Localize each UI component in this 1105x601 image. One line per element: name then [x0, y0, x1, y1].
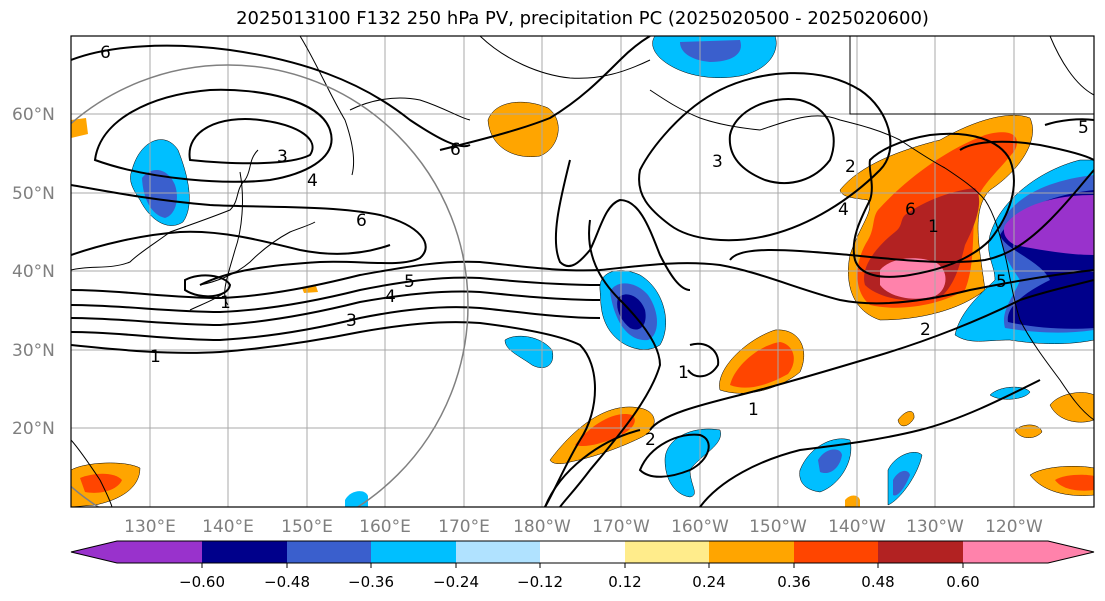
lat-label: 20°N [12, 419, 55, 439]
contour-label: 2 [645, 430, 656, 450]
colorbar-segments [71, 541, 1094, 563]
precip-pos-sc-core [575, 414, 635, 447]
map-panel [71, 36, 1094, 507]
contour-label: 2 [845, 157, 856, 177]
precip-pos-se4 [897, 411, 915, 427]
colorbar-outline [70, 540, 1095, 564]
lon-label: 150°W [749, 517, 807, 537]
contour-label: 3 [346, 311, 357, 331]
lat-label: 60°N [12, 105, 55, 125]
colorbar-label: 0.24 [692, 573, 725, 591]
lon-label: 130°E [124, 517, 176, 537]
colorbar-segment [540, 541, 625, 563]
colorbar-segment [287, 541, 371, 563]
precip-neg-small [504, 335, 554, 368]
contour-label: 5 [996, 272, 1007, 292]
lon-label: 160°E [359, 517, 411, 537]
colorbar-segment [625, 541, 709, 563]
colorbar-segment [117, 541, 202, 563]
colorbar-segment [202, 541, 287, 563]
contour-label: 5 [404, 272, 415, 292]
precip-shading [71, 36, 1094, 507]
colorbar-label: −0.24 [433, 573, 479, 591]
colorbar-ticks [201, 563, 964, 568]
contour-label: 2 [920, 320, 931, 340]
precip-neg-se2-core [893, 470, 910, 496]
lon-label: 170°E [438, 517, 490, 537]
contour-label: 5 [1078, 118, 1089, 138]
coastlines [71, 36, 1094, 507]
contour-label: 1 [150, 347, 161, 367]
lon-label: 160°W [671, 517, 729, 537]
colorbar: −0.60 −0.48 −0.36 −0.24 −0.12 0.12 0.24 … [70, 540, 1095, 591]
map-frame [70, 35, 1095, 508]
precip-pos-bl-core [80, 473, 122, 493]
colorbar-segment [878, 541, 963, 563]
colorbar-extend-min [71, 541, 117, 563]
lon-label: 140°E [202, 517, 254, 537]
contour-label: 1 [220, 293, 231, 313]
colorbar-label: 0.12 [608, 573, 641, 591]
precip-pos-se2-core [1055, 474, 1094, 491]
colorbar-labels: −0.60 −0.48 −0.36 −0.24 −0.12 0.12 0.24 … [179, 573, 980, 591]
lon-label: 180°W [513, 517, 571, 537]
lon-label: 150°E [281, 517, 333, 537]
contour-label: 1 [678, 363, 689, 383]
map-title: 2025013100 F132 250 hPa PV, precipitatio… [236, 8, 929, 29]
contour-label: 6 [356, 211, 367, 231]
colorbar-label: −0.48 [264, 573, 310, 591]
lat-label: 50°N [12, 184, 55, 204]
contour-label: 1 [928, 217, 939, 237]
contour-label: 6 [450, 140, 461, 160]
precip-neg-kamchatka-core [142, 169, 177, 218]
colorbar-label: 0.48 [861, 573, 894, 591]
contour-labels: 6 3 4 6 5 4 3 1 1 6 2 4 6 1 2 1 5 5 3 2 … [100, 43, 1089, 450]
precip-pos-s5 [845, 495, 860, 507]
contour-label: 1 [748, 400, 759, 420]
contour-label: 6 [905, 200, 916, 220]
precip-neg-sc2-core [818, 449, 842, 474]
contour-label: 4 [838, 200, 849, 220]
lat-labels: 60°N 50°N 40°N 30°N 20°N [12, 105, 55, 439]
precip-pos-se1 [1049, 392, 1094, 423]
reference-circle [71, 64, 469, 507]
precip-pos-left [71, 118, 88, 138]
lon-labels: 130°E 140°E 150°E 160°E 170°E 180°W 170°… [124, 517, 1043, 537]
colorbar-label: 0.36 [777, 573, 810, 591]
contour-label: 4 [307, 171, 318, 191]
contour-label: 6 [100, 43, 111, 63]
precip-pos-north [487, 101, 559, 157]
lon-label: 130°W [906, 517, 964, 537]
colorbar-extend-max [1048, 541, 1094, 563]
lon-label: 120°W [985, 517, 1043, 537]
lon-label: 170°W [592, 517, 650, 537]
colorbar-label: −0.60 [179, 573, 225, 591]
colorbar-label: −0.12 [517, 573, 563, 591]
contour-label: 4 [385, 287, 396, 307]
contour-label: 3 [277, 147, 288, 167]
colorbar-label: −0.36 [348, 573, 394, 591]
precip-neg-s6 [345, 491, 368, 507]
pv-contours [71, 36, 1094, 507]
colorbar-label: 0.60 [946, 573, 979, 591]
contour-label: 3 [712, 152, 723, 172]
lon-label: 140°W [828, 517, 886, 537]
precip-neg-aleutian-core [680, 40, 741, 62]
colorbar-segment [371, 541, 456, 563]
lat-label: 40°N [12, 262, 55, 282]
colorbar-segment [963, 541, 1048, 563]
colorbar-segment [794, 541, 878, 563]
colorbar-segment [456, 541, 540, 563]
lat-label: 30°N [12, 341, 55, 361]
precip-pos-ne-core [880, 258, 946, 299]
colorbar-segment [709, 541, 794, 563]
